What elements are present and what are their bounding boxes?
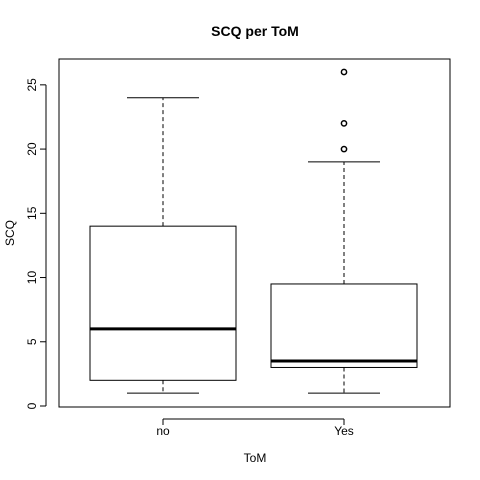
x-axis: no Yes xyxy=(156,418,354,438)
y-axis-label: SCQ xyxy=(3,220,17,246)
x-tick-label: Yes xyxy=(334,424,354,438)
boxes-group xyxy=(89,68,418,394)
box-no xyxy=(89,97,237,394)
y-tick-label: 20 xyxy=(25,142,39,156)
y-tick-label: 10 xyxy=(25,271,39,285)
box-yes xyxy=(270,68,418,394)
outlier-point xyxy=(340,145,348,153)
plot-frame xyxy=(58,58,451,408)
x-tick-label: no xyxy=(156,424,170,438)
iqr-box xyxy=(89,225,237,381)
y-tick-label: 0 xyxy=(25,402,39,409)
chart-title: SCQ per ToM xyxy=(211,23,299,39)
y-tick-label: 5 xyxy=(25,338,39,345)
x-axis-label: ToM xyxy=(244,451,267,465)
y-tick-label: 15 xyxy=(25,206,39,220)
y-axis: 0 5 10 15 20 25 xyxy=(25,78,47,409)
iqr-box xyxy=(270,283,418,368)
outlier-point xyxy=(340,120,348,127)
y-tick-label: 25 xyxy=(25,78,39,92)
outlier-point xyxy=(340,68,348,76)
